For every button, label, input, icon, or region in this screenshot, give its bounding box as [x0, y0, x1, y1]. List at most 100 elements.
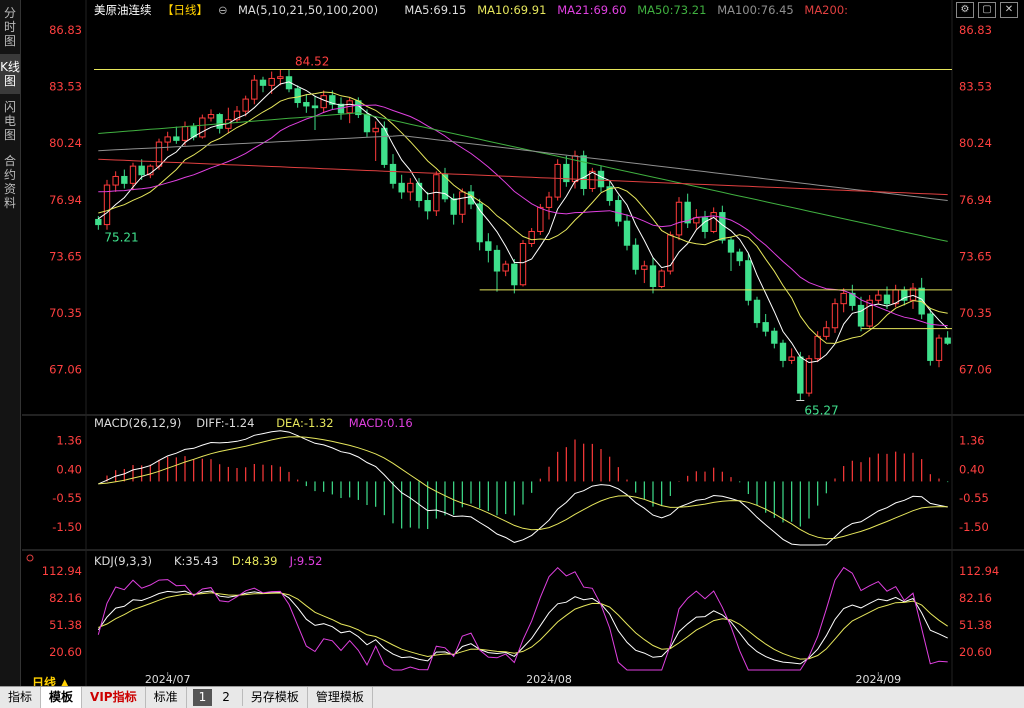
- kdj-tick-left-2: 51.38: [49, 618, 82, 632]
- candle-body: [485, 241, 492, 251]
- candle-body: [207, 114, 215, 119]
- candle-body: [710, 212, 717, 232]
- candle-body: [823, 327, 830, 337]
- bottom-tab-1[interactable]: 模板: [41, 687, 83, 708]
- candle-body: [745, 260, 752, 301]
- header-text-5: MA10:69.91: [477, 3, 546, 17]
- price-tick-left-5: 70.35: [49, 306, 82, 320]
- kline-chart[interactable]: 美原油连续 【日线】 ⊖ MA(5,10,21,50,100,200) MA5:69.1…: [22, 0, 1024, 686]
- candle-body: [398, 182, 405, 193]
- candle-body: [389, 163, 397, 184]
- candle-body: [329, 95, 336, 105]
- candle-body: [242, 98, 249, 112]
- candle-body: [771, 330, 778, 344]
- candle-body: [580, 155, 587, 189]
- template-tab-0[interactable]: 另存模板: [243, 687, 308, 708]
- price-tick-left-6: 67.06: [49, 363, 82, 377]
- header-text-7: MA50:73.21: [637, 3, 706, 17]
- kdj-tick-right-2: 51.38: [959, 618, 992, 632]
- candle-body: [788, 356, 795, 361]
- ma5-line: [98, 81, 949, 364]
- candle-body: [251, 79, 258, 100]
- close-icon[interactable]: ✕: [1000, 2, 1018, 18]
- header-text-8: MA100:76.45: [717, 3, 794, 17]
- candle-body: [528, 230, 535, 245]
- ma200-line: [98, 158, 948, 196]
- bottom-tab-2[interactable]: VIP指标: [82, 687, 146, 708]
- page-button-1[interactable]: 1: [192, 689, 213, 706]
- candle-body: [502, 263, 509, 272]
- candle-body: [883, 294, 891, 305]
- sidebar-item-1[interactable]: K线图: [0, 54, 20, 94]
- candle-body: [944, 337, 951, 344]
- candle-body: [311, 105, 319, 109]
- template-tab-1[interactable]: 管理模板: [308, 687, 373, 708]
- macd-tick-left-2: -0.55: [52, 491, 82, 505]
- price-tick-left-2: 80.24: [49, 136, 82, 150]
- date-label-0: 2024/07: [145, 673, 191, 686]
- candle-body: [615, 200, 622, 222]
- ma10-line: [98, 91, 948, 344]
- candle-body: [597, 170, 605, 188]
- candle-body: [519, 243, 527, 286]
- candle-body: [814, 335, 821, 360]
- candle-body: [632, 244, 639, 270]
- sidebar-item-0[interactable]: 分时图: [3, 6, 16, 48]
- chart-area[interactable]: 美原油连续 【日线】 ⊖ MA(5,10,21,50,100,200) MA5:69.1…: [22, 0, 1024, 686]
- price-tick-right-5: 70.35: [959, 306, 992, 320]
- restore-icon[interactable]: ▢: [978, 2, 996, 18]
- price-tick-left-0: 86.83: [49, 23, 82, 37]
- candle-body: [112, 175, 119, 186]
- candle-body: [623, 220, 631, 246]
- high-annotation: 84.52: [295, 55, 329, 69]
- bottom-tab-3[interactable]: 标准: [146, 687, 187, 708]
- candle-body: [649, 265, 657, 287]
- sidebar-item-2[interactable]: 闪电图: [3, 100, 16, 142]
- candle-body: [164, 136, 171, 143]
- candle-body: [849, 292, 856, 306]
- page-button-2[interactable]: 2: [222, 690, 230, 704]
- candle-body: [840, 292, 847, 305]
- candle-body: [121, 175, 128, 184]
- macd-tick-left-1: 0.40: [56, 462, 82, 476]
- macd-dea-line: [98, 436, 948, 540]
- candle-body: [866, 299, 873, 327]
- candle-body: [701, 217, 709, 232]
- settings-icon[interactable]: ⚙: [956, 2, 974, 18]
- price-tick-right-4: 73.65: [959, 249, 992, 263]
- candle-body: [736, 251, 743, 262]
- header-text-1: 【日线】: [162, 3, 208, 17]
- sidebar-item-3[interactable]: 合约资料: [3, 154, 16, 210]
- macd-tick-right-0: 1.36: [959, 433, 985, 447]
- header-text-4: MA5:69.15: [404, 3, 466, 17]
- candle-body: [727, 239, 735, 253]
- candle-body: [303, 102, 310, 107]
- ma50-line: [98, 112, 948, 242]
- header-text-6: MA21:69.60: [557, 3, 626, 17]
- candle-body: [424, 200, 431, 212]
- macd-tick-right-2: -0.55: [959, 491, 989, 505]
- candle-body: [415, 182, 423, 202]
- date-label-1: 2024/08: [526, 673, 572, 686]
- candle-body: [372, 127, 379, 133]
- kdj-header-0: KDJ(9,3,3): [94, 554, 152, 568]
- kdj-header-2: D:48.39: [232, 554, 278, 568]
- bottom-tab-0[interactable]: 指标: [0, 687, 42, 708]
- candle-body: [875, 294, 882, 301]
- candle-body: [320, 95, 327, 109]
- candle-body: [511, 263, 518, 286]
- candle-body: [927, 313, 934, 361]
- price-tick-right-0: 86.83: [959, 23, 992, 37]
- candle-body: [173, 136, 180, 141]
- macd-tick-right-1: 0.40: [959, 462, 985, 476]
- candle-body: [450, 198, 457, 215]
- candle-body: [857, 304, 865, 327]
- candle-body: [797, 356, 804, 394]
- candle-body: [277, 76, 284, 79]
- candle-body: [831, 303, 839, 329]
- kdj-j-line: [97, 566, 948, 671]
- candle-body: [147, 165, 154, 176]
- kdj-header-1: K:35.43: [174, 554, 218, 568]
- date-label-2: 2024/09: [855, 673, 901, 686]
